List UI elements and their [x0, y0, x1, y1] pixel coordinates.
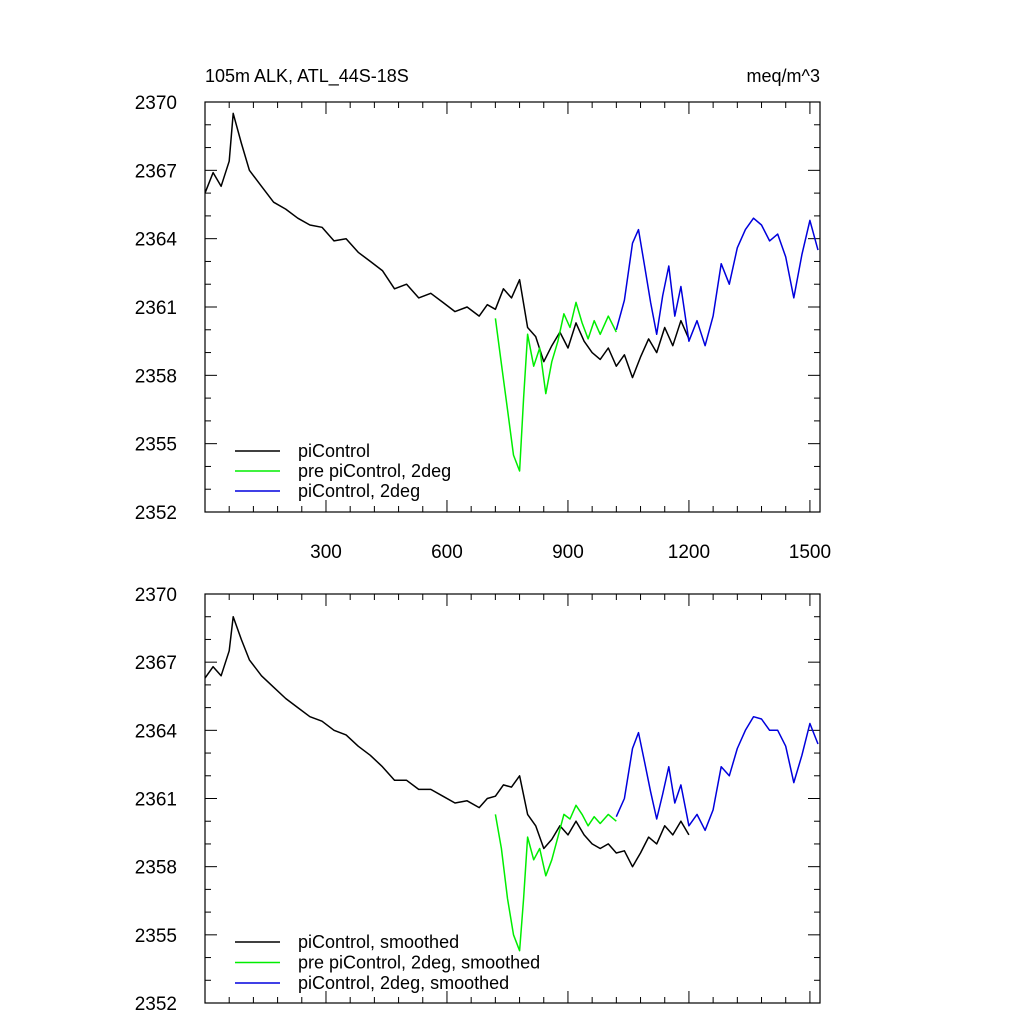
- legend-label: piControl, 2deg, smoothed: [298, 973, 509, 993]
- series-line-picontrol: [205, 112, 690, 379]
- y-tick-label: 2355: [135, 435, 177, 456]
- x-tick-label: 900: [552, 542, 584, 563]
- series-line-pre-picontrol-2deg: [494, 301, 617, 472]
- legend-label: piControl: [298, 441, 370, 461]
- y-tick-label: 2370: [135, 93, 177, 114]
- x-tick-label: 1500: [789, 542, 831, 563]
- legend-label: piControl, smoothed: [298, 932, 459, 952]
- legend-label: pre piControl, 2deg, smoothed: [298, 953, 540, 973]
- y-tick-label: 2352: [135, 994, 177, 1015]
- y-tick-label: 2352: [135, 503, 177, 524]
- units-label: meq/m^3: [747, 66, 820, 86]
- chart-title: 105m ALK, ATL_44S-18S: [205, 66, 409, 87]
- legend-label: piControl, 2deg: [298, 481, 420, 501]
- series-group: [205, 615, 819, 952]
- legend-label: pre piControl, 2deg: [298, 461, 451, 481]
- y-tick-label: 2361: [135, 790, 177, 811]
- series-line-picontrol-2deg: [615, 217, 819, 347]
- series-line-pre-picontrol-2deg-smoothed: [494, 804, 617, 952]
- y-tick-label: 2361: [135, 298, 177, 319]
- x-tick-label: 300: [310, 542, 342, 563]
- y-tick-label: 2367: [135, 161, 177, 182]
- y-tick-label: 2358: [135, 366, 177, 387]
- series-group: [205, 112, 819, 472]
- x-tick-label: 1200: [668, 542, 710, 563]
- bottom-panel: 2352 2355 2358 2361 2364 2367 2370 piControl, s…: [135, 585, 821, 1015]
- y-tick-label: 2364: [135, 721, 178, 742]
- y-tick-label: 2370: [135, 585, 177, 606]
- series-line-picontrol-smoothed: [205, 615, 690, 868]
- y-tick-label: 2358: [135, 858, 177, 879]
- x-tick-label: 600: [431, 542, 463, 563]
- y-tick-label: 2355: [135, 926, 177, 947]
- top-panel: 2352 2355 2358 2361 2364 2367 2370 300 600 900 120…: [135, 93, 831, 563]
- y-tick-label: 2367: [135, 653, 177, 674]
- y-tick-label: 2364: [135, 230, 178, 251]
- series-line-picontrol-2deg-smoothed: [615, 715, 819, 832]
